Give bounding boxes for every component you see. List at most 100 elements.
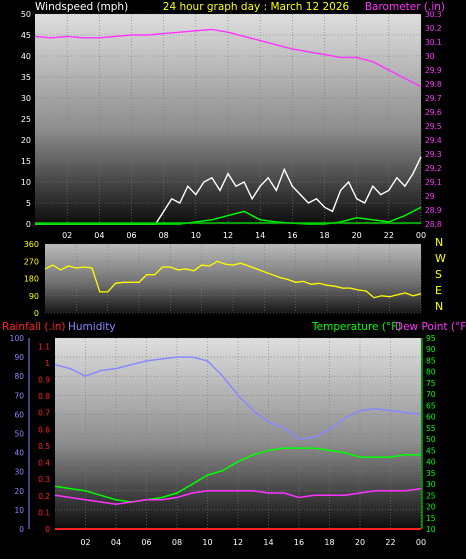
- humidity-y-tick: 20: [14, 487, 24, 496]
- compass-label: W: [435, 252, 446, 265]
- wind-x-tick: 12: [223, 231, 233, 240]
- rain-y-tick: 0: [45, 525, 50, 534]
- rain-y-tick: 1.1: [38, 342, 50, 351]
- temperature-y-tick: 80: [426, 368, 436, 377]
- barometer-y-tick: 28.8: [425, 220, 442, 229]
- temperature-line: [54, 447, 421, 503]
- barometer-y-tick: 29.9: [425, 66, 442, 75]
- rain-y-tick: 0.4: [38, 459, 50, 468]
- temperature-y-tick: 45: [426, 446, 436, 455]
- climate-series: [54, 356, 422, 530]
- temperature-y-tick: 30: [426, 480, 436, 489]
- dewpoint-line: [54, 487, 422, 506]
- barometer-y-tick: 29: [425, 192, 435, 201]
- wind-x-ticks: 02 04 06 08 10 12 14 16 18 20 22 00: [62, 231, 426, 240]
- wind-y-tick: 25: [21, 115, 31, 124]
- temperature-y-tick: 35: [426, 469, 436, 478]
- rain-y-ticks: 0 0.1 0.2 0.3 0.4 0.5 0.6 0.7 0.8 0.9 1 1.1: [38, 342, 50, 534]
- temperature-y-tick: 40: [426, 458, 436, 467]
- humidity-y-tick: 60: [14, 410, 24, 419]
- wind-y-tick: 10: [21, 178, 31, 187]
- barometer-axis-title: Barometer (.in): [365, 1, 445, 13]
- humidity-y-tick: 90: [14, 353, 24, 362]
- humidity-y-tick: 70: [14, 391, 24, 400]
- wind-y-tick: 20: [21, 136, 31, 145]
- rain-y-tick: 0.8: [38, 392, 50, 401]
- rain-y-tick: 1: [45, 359, 50, 368]
- direction-y-tick: 360: [24, 240, 39, 249]
- climate-x-tick: 04: [111, 538, 121, 547]
- humidity-y-tick: 80: [14, 372, 24, 381]
- rain-y-tick: 0.6: [38, 425, 50, 434]
- temperature-y-ticks: 10 15 20 25 30 35 40 45 50 55 60 65 70 75 80 85 90 95: [426, 334, 436, 534]
- direction-y-tick: 90: [29, 292, 39, 301]
- barometer-y-tick: 28.9: [425, 206, 442, 215]
- barometer-y-tick: 30.3: [425, 10, 442, 19]
- barometer-y-tick: 29.8: [425, 80, 442, 89]
- temperature-y-tick: 25: [426, 491, 436, 500]
- compass-label: N: [435, 236, 443, 249]
- rain-y-tick: 0.1: [38, 508, 50, 517]
- temperature-y-tick: 75: [426, 379, 436, 388]
- wind-y-tick: 30: [21, 94, 31, 103]
- wind-x-tick: 10: [191, 231, 201, 240]
- temperature-y-tick: 95: [426, 334, 436, 343]
- compass-label: S: [435, 268, 442, 281]
- temperature-y-tick: 70: [426, 390, 436, 399]
- climate-x-tick: 14: [263, 538, 273, 547]
- chart-title: 24 hour graph day : March 12 2026: [163, 1, 350, 13]
- wind-x-tick: 20: [352, 231, 362, 240]
- wind-x-tick: 16: [287, 231, 297, 240]
- climate-x-tick: 22: [385, 538, 395, 547]
- temperature-y-tick: 85: [426, 356, 436, 365]
- climate-x-ticks: 02 04 06 08 10 12 14 16 18 20 22 00: [80, 538, 426, 547]
- wind-y-tick: 35: [21, 73, 31, 82]
- legend-temperature: Temperature (°F): [311, 321, 401, 333]
- barometer-y-ticks: 28.8 28.9 29 29.1 29.2 29.3 29.4 29.5 29.6 29.7 29…: [425, 10, 442, 229]
- direction-y-tick: 0: [34, 309, 39, 318]
- direction-y-ticks: 0 90 180 270 360: [24, 240, 39, 318]
- direction-grid: [45, 243, 422, 314]
- wind-y-tick: 5: [26, 199, 31, 208]
- humidity-y-tick: 100: [10, 334, 25, 343]
- humidity-line: [54, 356, 422, 440]
- temperature-y-tick: 20: [426, 503, 436, 512]
- wind-y-tick: 0: [26, 220, 31, 229]
- temperature-y-tick: 90: [426, 345, 436, 354]
- barometer-y-tick: 30: [425, 52, 435, 61]
- climate-x-tick: 10: [202, 538, 212, 547]
- rain-y-tick: 0.2: [38, 492, 50, 501]
- humidity-y-tick: 10: [14, 506, 24, 515]
- legend-humidity: Humidity: [68, 321, 116, 333]
- temperature-y-tick: 15: [426, 514, 436, 523]
- wind-x-tick: 22: [384, 231, 394, 240]
- compass-label: E: [435, 284, 442, 297]
- barometer-y-tick: 30.1: [425, 38, 442, 47]
- barometer-y-tick: 29.2: [425, 164, 442, 173]
- humidity-y-tick: 40: [14, 449, 24, 458]
- temperature-y-tick: 50: [426, 435, 436, 444]
- wind-y-tick: 40: [21, 52, 31, 61]
- climate-x-tick: 16: [294, 538, 304, 547]
- wind-y-tick: 15: [21, 157, 31, 166]
- rain-y-tick: 0.3: [38, 475, 50, 484]
- wind-x-tick: 18: [319, 231, 329, 240]
- humidity-y-tick: 50: [14, 430, 24, 439]
- temperature-y-tick: 55: [426, 424, 436, 433]
- direction-y-tick: 270: [24, 257, 39, 266]
- wind-x-tick: 08: [159, 231, 169, 240]
- temperature-y-tick: 60: [426, 413, 436, 422]
- rain-y-tick: 0.5: [38, 442, 50, 451]
- wind-x-tick: 06: [126, 231, 136, 240]
- barometer-y-tick: 29.3: [425, 150, 442, 159]
- legend-rainfall: Rainfall (.in): [2, 321, 65, 333]
- climate-x-tick: 08: [172, 538, 182, 547]
- barometer-y-tick: 29.4: [425, 136, 442, 145]
- temperature-y-tick: 65: [426, 401, 436, 410]
- barometer-y-tick: 29.5: [425, 122, 442, 131]
